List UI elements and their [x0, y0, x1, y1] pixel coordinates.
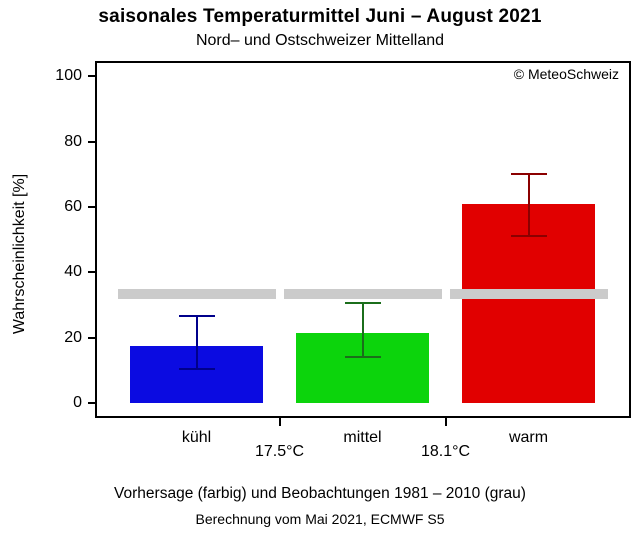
x-threshold-label: 18.1°C — [420, 443, 471, 460]
error-bar-cap-top — [344, 302, 381, 305]
y-tick-label: 0 — [73, 394, 82, 411]
y-axis-tick — [88, 140, 95, 143]
x-category-label: mittel — [343, 429, 382, 446]
observed-band-segment — [117, 289, 276, 300]
x-category-label: warm — [508, 429, 549, 446]
y-axis-label: Wahrscheinlichkeit [%] — [11, 173, 28, 335]
plot-frame — [95, 61, 631, 418]
x-category-label: kühl — [181, 429, 212, 446]
y-tick-label: 40 — [64, 263, 82, 281]
error-bar-line — [527, 174, 530, 237]
y-axis-tick — [88, 75, 95, 78]
error-bar-line — [195, 316, 198, 369]
y-axis-tick — [88, 271, 95, 274]
error-bar-cap-top — [178, 315, 215, 318]
y-axis-tick — [88, 336, 95, 339]
x-axis-tick — [444, 418, 447, 426]
y-tick-label: 100 — [55, 67, 82, 85]
error-bar-cap-bottom — [178, 367, 215, 370]
plot-area: © MeteoSchweiz 0 20 40 60 80 100 17.5°C 18.1°C k… — [55, 61, 631, 460]
y-tick-label: 20 — [64, 328, 82, 346]
error-bar-cap-top — [510, 173, 547, 176]
observed-band-segment — [449, 289, 608, 300]
y-axis-tick — [88, 402, 95, 404]
error-bar-line — [361, 303, 364, 358]
chart-subtitle: Nord– und Ostschweizer Mittelland — [195, 32, 445, 49]
x-threshold-label: 17.5°C — [254, 443, 305, 460]
y-axis-tick — [88, 205, 95, 208]
y-tick-label: 80 — [64, 132, 82, 150]
footer-line1: Vorhersage (farbig) und Beobachtungen 19… — [114, 485, 526, 502]
observed-band-segment — [283, 289, 442, 300]
chart-title: saisonales Temperaturmittel Juni – Augus… — [98, 6, 542, 27]
copyright-label: © MeteoSchweiz — [513, 66, 619, 82]
error-bar-cap-bottom — [510, 235, 547, 238]
footer-line2: Berechnung vom Mai 2021, ECMWF S5 — [195, 511, 445, 527]
error-bar-cap-bottom — [344, 356, 381, 359]
y-tick-label: 60 — [64, 197, 82, 215]
x-axis-tick — [278, 418, 281, 426]
